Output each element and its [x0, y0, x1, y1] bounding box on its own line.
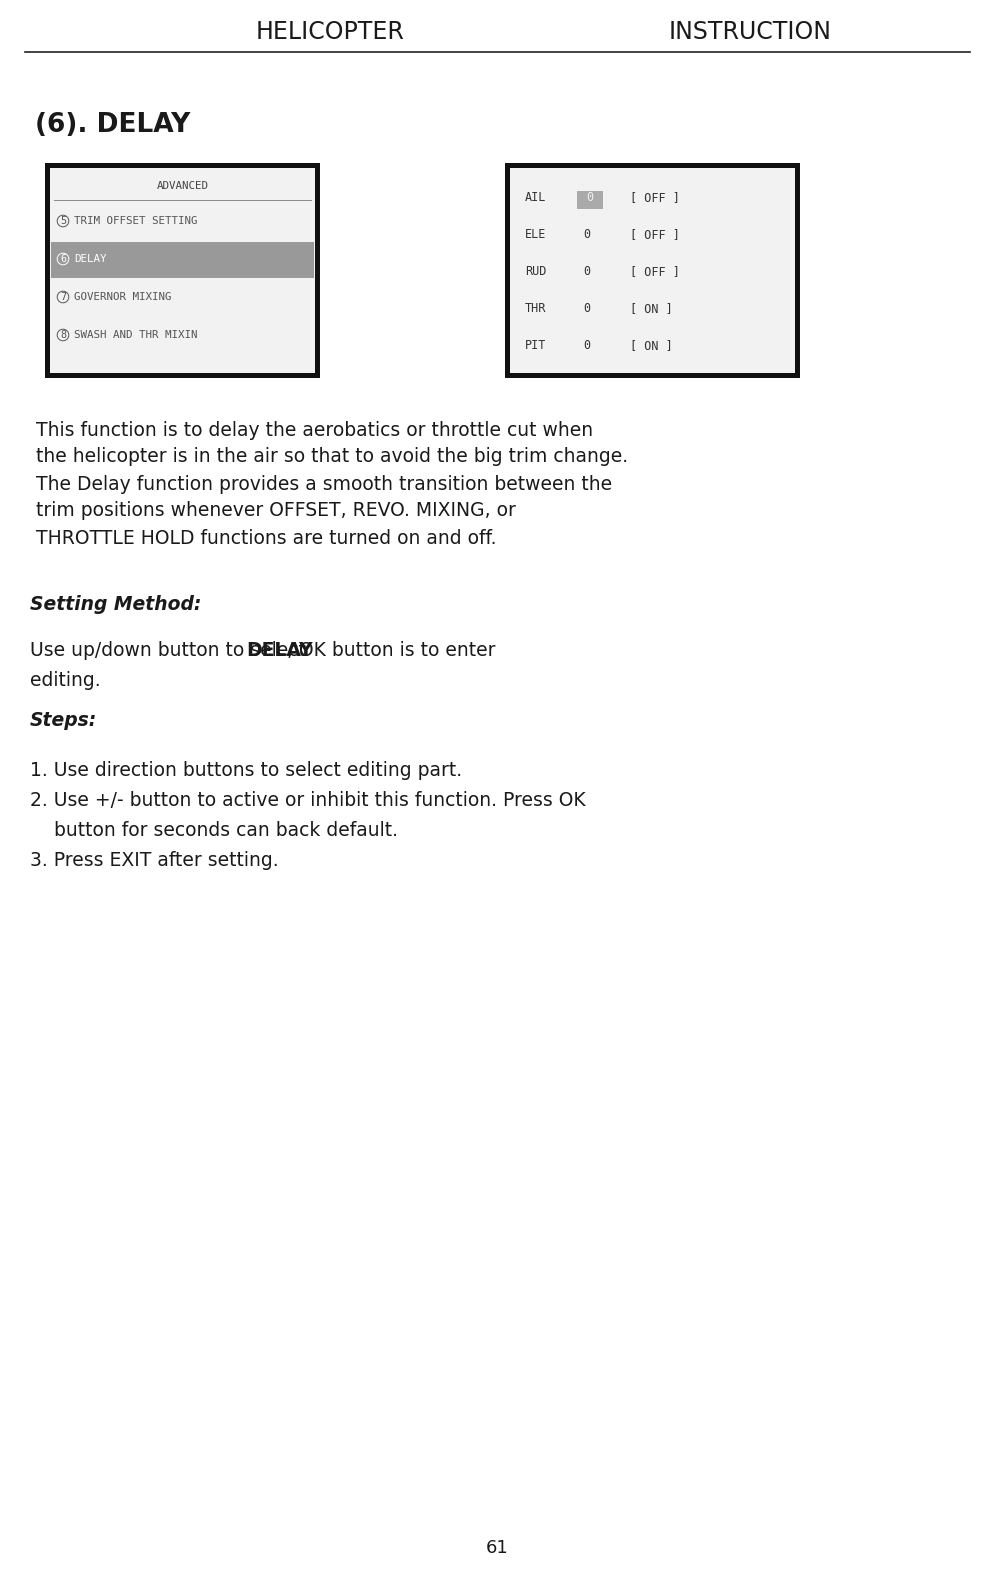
Text: Steps:: Steps:: [30, 710, 97, 729]
Text: [ OFF ]: [ OFF ]: [629, 228, 679, 241]
Text: GOVERNOR MIXING: GOVERNOR MIXING: [74, 291, 171, 302]
Text: SWASH AND THR MIXIN: SWASH AND THR MIXIN: [74, 331, 197, 340]
Bar: [50, 169, 315, 373]
Bar: [577, 191, 602, 208]
Text: PIT: PIT: [525, 339, 546, 351]
Text: 0: 0: [582, 265, 589, 279]
Text: Setting Method:: Setting Method:: [30, 595, 201, 614]
Text: HELICOPTER: HELICOPTER: [255, 20, 404, 44]
Text: 61: 61: [485, 1539, 508, 1558]
Text: 8: 8: [60, 331, 66, 340]
Text: [ ON ]: [ ON ]: [629, 339, 672, 351]
Text: This function is to delay the aerobatics or throttle cut when: This function is to delay the aerobatics…: [30, 421, 592, 439]
Text: [ OFF ]: [ OFF ]: [629, 265, 679, 279]
Text: trim positions whenever OFFSET, REVO. MIXING, or: trim positions whenever OFFSET, REVO. MI…: [30, 501, 515, 520]
Text: 0: 0: [582, 339, 589, 351]
Text: 6: 6: [60, 254, 66, 265]
Text: 0: 0: [582, 302, 589, 315]
Bar: [51, 243, 314, 279]
Text: THR: THR: [525, 302, 546, 315]
Text: button for seconds can back default.: button for seconds can back default.: [30, 821, 398, 839]
Text: the helicopter is in the air so that to avoid the big trim change.: the helicopter is in the air so that to …: [30, 447, 627, 466]
Text: 7: 7: [60, 291, 66, 302]
Text: [ OFF ]: [ OFF ]: [629, 191, 679, 205]
Bar: [510, 169, 794, 373]
Text: RUD: RUD: [525, 265, 546, 279]
Bar: [505, 162, 799, 378]
Text: , OK button is to enter: , OK button is to enter: [286, 641, 495, 660]
Text: DELAY: DELAY: [246, 641, 312, 660]
Text: 0: 0: [582, 228, 589, 241]
Text: 3. Press EXIT after setting.: 3. Press EXIT after setting.: [30, 850, 278, 869]
Text: THROTTLE HOLD functions are turned on and off.: THROTTLE HOLD functions are turned on an…: [30, 529, 496, 548]
Text: The Delay function provides a smooth transition between the: The Delay function provides a smooth tra…: [30, 474, 611, 493]
Text: ADVANCED: ADVANCED: [156, 181, 209, 191]
Text: DELAY: DELAY: [74, 254, 106, 265]
Text: 2. Use +/- button to active or inhibit this function. Press OK: 2. Use +/- button to active or inhibit t…: [30, 791, 585, 810]
Text: [ ON ]: [ ON ]: [629, 302, 672, 315]
Text: INSTRUCTION: INSTRUCTION: [668, 20, 831, 44]
Bar: [45, 162, 320, 378]
Text: 0: 0: [585, 191, 593, 205]
Text: 5: 5: [60, 216, 66, 225]
Text: ELE: ELE: [525, 228, 546, 241]
Text: (6). DELAY: (6). DELAY: [35, 112, 190, 139]
Text: editing.: editing.: [30, 671, 100, 690]
Text: Use up/down button to select: Use up/down button to select: [30, 641, 311, 660]
Text: 1. Use direction buttons to select editing part.: 1. Use direction buttons to select editi…: [30, 761, 461, 780]
Text: AIL: AIL: [525, 191, 546, 205]
Text: TRIM OFFSET SETTING: TRIM OFFSET SETTING: [74, 216, 197, 225]
